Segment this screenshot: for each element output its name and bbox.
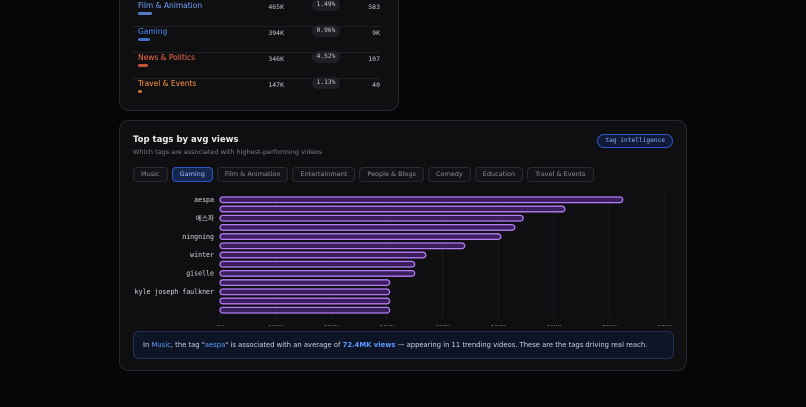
row-divider xyxy=(132,52,380,53)
tag-bar xyxy=(219,214,524,222)
x-tick-label: 50KK xyxy=(491,325,506,326)
insight-category: Music xyxy=(151,341,171,349)
tag-label: giselle xyxy=(186,270,214,278)
x-tick-label: 0K xyxy=(216,325,224,326)
x-tick-label: 20KK xyxy=(324,325,339,326)
insight-mid2: " is associated with an average of xyxy=(225,341,343,349)
card-subtitle: Which tags are associated with highest-p… xyxy=(133,148,323,156)
category-share-bar xyxy=(138,38,150,41)
category-share-pill: 0.96% xyxy=(312,25,340,37)
category-row[interactable]: Gaming 394K 0.96% 9K xyxy=(120,25,398,53)
x-tick-label: 10KK xyxy=(268,325,283,326)
top-tags-card: Top tags by avg views Which tags are ass… xyxy=(119,120,687,371)
tag-bar xyxy=(219,306,391,314)
category-row[interactable]: Film & Animation 465K 1.49% 583 xyxy=(120,0,398,27)
tab-comedy[interactable]: Comedy xyxy=(427,167,471,182)
insight-prefix: In xyxy=(143,341,152,349)
category-row[interactable]: News & Politics 346K 4.52% 107 xyxy=(120,51,398,79)
insight-mid1: , the tag " xyxy=(170,341,205,349)
tag-bar xyxy=(219,223,516,231)
tag-bar xyxy=(219,233,502,241)
category-row[interactable]: Travel & Events 147K 1.13% 40 xyxy=(120,77,398,105)
x-tick-label: 70KK xyxy=(602,325,617,326)
tab-entertainment[interactable]: Entertainment xyxy=(292,167,356,182)
category-views: 394K xyxy=(268,29,284,37)
category-views: 147K xyxy=(268,81,284,89)
category-video-count: 40 xyxy=(372,81,380,89)
top-tags-bar-chart: 0K 10KK 20KK 30KK 40KK 50KK 60KK 70KK 80KK aespa 에… xyxy=(135,194,673,326)
insight-avg-views: 72.4MK views xyxy=(342,341,396,349)
tab-people-blogs[interactable]: People & Blogs xyxy=(359,167,424,182)
category-video-count: 583 xyxy=(368,3,380,11)
category-tabs: Music Gaming Film & Animation Entertainment… xyxy=(133,167,594,182)
category-name[interactable]: Film & Animation xyxy=(138,1,203,10)
tag-bar xyxy=(219,251,427,259)
tag-bar xyxy=(219,288,391,296)
category-share-pill: 4.52% xyxy=(312,51,340,63)
tag-bar xyxy=(219,269,416,277)
tab-education[interactable]: Education xyxy=(474,167,524,182)
category-name[interactable]: News & Politics xyxy=(138,53,195,62)
card-title: Top tags by avg views xyxy=(133,135,239,145)
category-views: 465K xyxy=(268,3,284,11)
x-tick-label: 40KK xyxy=(435,325,450,326)
insight-box: In Music, the tag "aespa" is associated … xyxy=(133,331,674,359)
category-share-bar xyxy=(138,64,148,67)
row-divider xyxy=(132,78,380,79)
category-share-pill: 1.49% xyxy=(312,0,340,11)
tab-gaming[interactable]: Gaming xyxy=(171,167,213,182)
category-video-count: 9K xyxy=(372,29,380,37)
row-divider xyxy=(132,26,380,27)
x-tick-label: 80KK xyxy=(657,325,672,326)
tag-label: ningning xyxy=(182,233,214,241)
category-share-pill: 1.13% xyxy=(312,77,340,89)
tab-film-animation[interactable]: Film & Animation xyxy=(216,167,289,182)
insight-tag: aespa xyxy=(204,341,226,349)
tag-bar xyxy=(219,297,391,305)
tag-bar xyxy=(219,279,391,287)
x-tick-label: 60KK xyxy=(546,325,561,326)
insight-suffix: — appearing in 11 trending videos. These… xyxy=(395,341,648,349)
tag-label: 에스파 xyxy=(196,213,214,222)
tag-label: aespa xyxy=(194,196,214,204)
category-name[interactable]: Gaming xyxy=(138,27,168,36)
category-video-count: 107 xyxy=(368,55,380,63)
category-share-bar xyxy=(138,12,152,15)
category-table-card: Film & Animation 465K 1.49% 583 Gaming 394K 0.… xyxy=(119,0,399,111)
tag-bar xyxy=(219,260,416,268)
tab-music[interactable]: Music xyxy=(133,167,168,182)
category-share-bar xyxy=(138,90,142,93)
x-tick-label: 30KK xyxy=(379,325,394,326)
tag-bar xyxy=(219,196,624,204)
category-name[interactable]: Travel & Events xyxy=(138,79,197,88)
category-views: 346K xyxy=(268,55,284,63)
tag-bar xyxy=(219,242,466,250)
tab-travel-events[interactable]: Travel & Events xyxy=(527,167,594,182)
tag-label: winter xyxy=(190,251,214,259)
tag-label: kyle joseph faulkner xyxy=(135,288,214,296)
tag-intelligence-badge: tag intelligence xyxy=(597,134,673,148)
tag-bar xyxy=(219,205,566,213)
